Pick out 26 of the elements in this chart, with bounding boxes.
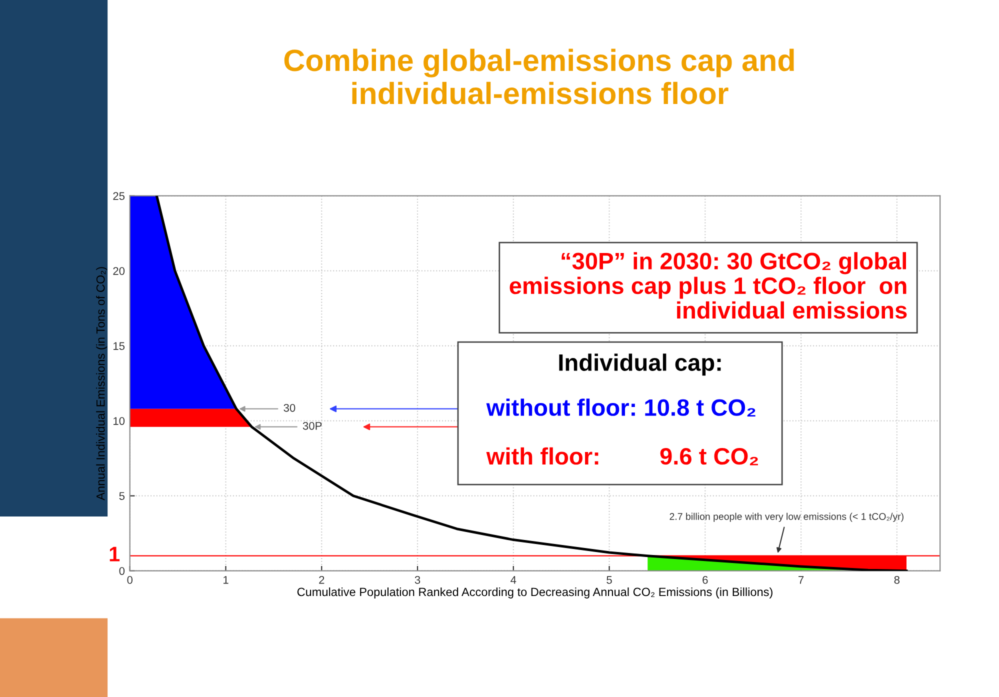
y-tick-label: 0 bbox=[119, 567, 125, 575]
x-tick-label: 3 bbox=[414, 576, 420, 584]
ref-line-label: 1 bbox=[110, 546, 120, 562]
x-tick-label: 6 bbox=[702, 576, 708, 584]
chart-title: Combine global-emissions cap and individual-emissions floor bbox=[284, 48, 794, 104]
x-tick-label: 8 bbox=[894, 576, 900, 584]
annotation: “30P” in 2030: 30 GtCO₂ global emissions cap plus 1 tCO₂ floor on individual emissions bbox=[510, 252, 907, 319]
x-tick-label: 7 bbox=[798, 576, 804, 584]
annotation: Individual cap: bbox=[559, 354, 721, 376]
x-tick-label: 0 bbox=[127, 576, 133, 584]
x-tick-label: 2 bbox=[319, 576, 324, 584]
annotation: 30 bbox=[284, 404, 296, 412]
annotation: 30P bbox=[302, 422, 322, 430]
x-axis-title: Cumulative Population Ranked According to Decreasing Annual CO₂ Emissions (in Billions) bbox=[297, 587, 772, 598]
y-tick-label: 10 bbox=[114, 417, 125, 425]
y-tick-label: 15 bbox=[114, 342, 125, 350]
annotation: 2.7 billion people with very low emissions (< 1 tCO₂/yr) bbox=[670, 512, 904, 522]
y-tick-label: 5 bbox=[119, 492, 125, 500]
y-tick-label: 25 bbox=[113, 192, 125, 200]
annotation: with floor: 9.6 t CO₂ bbox=[486, 447, 758, 466]
x-tick-label: 1 bbox=[224, 576, 228, 584]
annotation: without floor: 10.8 t CO₂ bbox=[486, 398, 756, 416]
x-tick-label: 4 bbox=[510, 576, 516, 584]
y-tick-label: 20 bbox=[113, 267, 125, 275]
y-axis-title: Annual Individual Emissions (in Tons of CO₂) bbox=[96, 267, 108, 500]
x-tick-label: 5 bbox=[606, 576, 612, 584]
